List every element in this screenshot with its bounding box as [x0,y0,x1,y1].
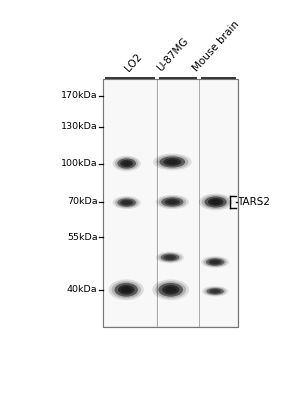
Text: 70kDa: 70kDa [67,198,98,206]
Bar [103,79,238,327]
Ellipse shape [120,200,133,206]
Text: Mouse brain: Mouse brain [191,19,241,73]
Ellipse shape [211,260,219,264]
Ellipse shape [167,200,177,204]
Ellipse shape [113,156,141,171]
Ellipse shape [113,196,141,209]
Ellipse shape [123,201,131,204]
Bar [200,80,237,326]
Ellipse shape [204,257,227,267]
Ellipse shape [199,194,232,210]
Text: LO2: LO2 [123,52,144,73]
Ellipse shape [115,197,138,208]
Ellipse shape [210,200,221,204]
Ellipse shape [166,256,174,259]
Ellipse shape [211,290,219,293]
Ellipse shape [202,195,230,209]
Ellipse shape [155,281,186,298]
Ellipse shape [123,161,131,166]
Text: 100kDa: 100kDa [61,159,98,168]
Ellipse shape [161,254,179,261]
Ellipse shape [115,157,138,170]
Ellipse shape [117,158,136,169]
Ellipse shape [156,252,184,263]
Ellipse shape [159,156,185,168]
Ellipse shape [162,285,179,295]
Ellipse shape [165,199,180,205]
Ellipse shape [120,160,133,167]
Text: TARS2: TARS2 [237,197,270,207]
Ellipse shape [159,196,186,208]
Ellipse shape [156,155,188,169]
Ellipse shape [112,281,141,298]
Bar [104,80,156,326]
Ellipse shape [166,160,178,164]
Text: U-87MG: U-87MG [156,36,191,73]
Ellipse shape [209,259,222,265]
Bar [103,79,238,327]
Ellipse shape [118,285,134,295]
Ellipse shape [152,280,189,300]
Text: 40kDa: 40kDa [67,285,98,294]
Ellipse shape [117,198,136,207]
Ellipse shape [204,287,226,296]
Ellipse shape [114,283,138,297]
Text: 170kDa: 170kDa [61,91,98,100]
Ellipse shape [109,280,144,300]
Ellipse shape [161,197,183,207]
Ellipse shape [163,255,177,260]
Ellipse shape [206,288,224,295]
Text: 130kDa: 130kDa [61,122,98,131]
Ellipse shape [153,154,192,170]
Ellipse shape [158,252,182,262]
Ellipse shape [121,287,131,293]
Ellipse shape [156,195,189,209]
Ellipse shape [209,289,221,294]
Ellipse shape [202,286,228,296]
Bar [158,80,198,326]
Ellipse shape [208,198,223,206]
Text: 55kDa: 55kDa [67,233,98,242]
Ellipse shape [159,283,183,297]
Ellipse shape [204,196,227,208]
Ellipse shape [206,258,224,266]
Ellipse shape [165,287,176,293]
Ellipse shape [163,158,181,166]
Ellipse shape [201,256,229,268]
